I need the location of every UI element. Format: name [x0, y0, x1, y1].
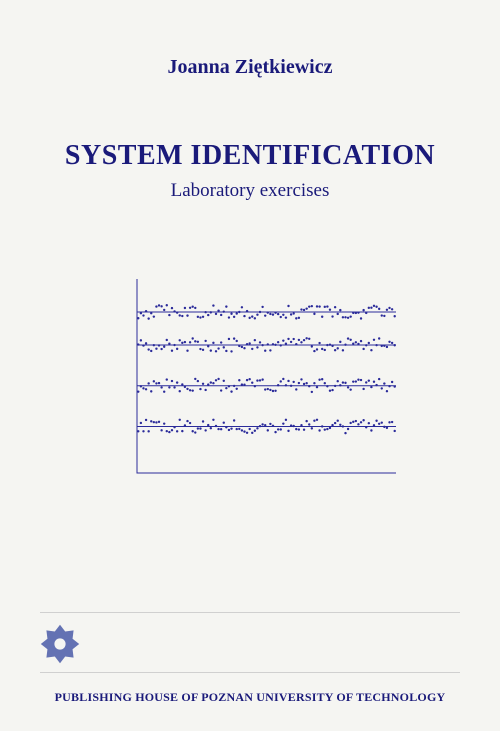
publisher-logo — [40, 624, 80, 664]
author-name: Joanna Ziętkiewicz — [0, 56, 500, 79]
scatter-chart-svg — [125, 275, 400, 485]
book-cover: Joanna Ziętkiewicz SYSTEM IDENTIFICATION… — [0, 0, 500, 731]
divider-top — [40, 612, 460, 613]
divider-bottom — [40, 672, 460, 673]
book-subtitle: Laboratory exercises — [0, 180, 500, 202]
gear-icon — [40, 624, 80, 664]
cover-chart — [125, 275, 400, 485]
book-title: SYSTEM IDENTIFICATION — [0, 140, 500, 172]
publisher-name: PUBLISHING HOUSE OF POZNAN UNIVERSITY OF… — [0, 690, 500, 705]
